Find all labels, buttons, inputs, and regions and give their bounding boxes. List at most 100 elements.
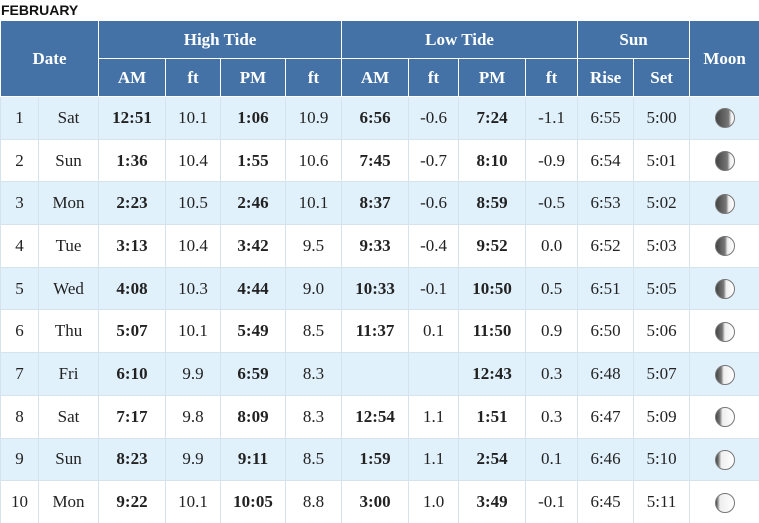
table-cell: 2:46	[220, 181, 287, 226]
table-cell: -0.6	[408, 181, 460, 226]
table-cell: 5:03	[633, 224, 691, 268]
table-cell: 10.1	[165, 480, 222, 523]
table-cell: 3	[0, 181, 39, 226]
table-cell: 8:59	[458, 181, 527, 226]
table-cell: Sat	[37, 394, 100, 439]
column-header: PM	[220, 58, 287, 97]
header-cell: Sun	[577, 20, 691, 59]
table-cell: 10:05	[220, 480, 287, 523]
table-cell: 1.0	[408, 480, 460, 523]
column-header: ft	[525, 58, 579, 97]
table-cell: 1:55	[220, 138, 287, 183]
table-cell: 5	[0, 266, 39, 311]
moon-cell	[689, 309, 759, 354]
table-cell: -0.5	[525, 181, 579, 226]
table-row: 2 Sun 1:36 10.4 1:55 10.6 7:45 -0.7 8:10 -0.9 6:54…	[0, 138, 759, 183]
column-header: ft	[285, 58, 343, 97]
moon-icon	[714, 492, 735, 513]
table-row: 9 Sun 8:23 9.9 9:11 8.5 1:59 1.1 2:54 0.1 6:46 5:10	[0, 437, 759, 482]
column-header: AM	[98, 58, 167, 97]
moon-cell	[689, 352, 759, 396]
table-cell: 8:09	[220, 394, 287, 439]
table-row: 5 Wed 4:08 10.3 4:44 9.0 10:33 -0.1 10:50 0.5 6:51…	[0, 266, 759, 311]
table-cell: 10.6	[285, 138, 343, 183]
table-cell: 8.5	[285, 437, 343, 482]
moon-icon	[714, 321, 735, 342]
column-header: PM	[458, 58, 527, 97]
table-cell: 7	[0, 352, 39, 396]
table-cell	[341, 352, 410, 396]
table-cell: -0.4	[408, 224, 460, 268]
tide-table: Date High Tide Low Tide Sun Moon AM ft PM f…	[0, 20, 759, 523]
table-cell: Mon	[37, 181, 100, 226]
table-cell: 9.9	[165, 437, 222, 482]
table-cell: 9:33	[341, 224, 410, 268]
table-cell: -0.6	[408, 96, 460, 140]
table-cell: 10	[0, 480, 39, 523]
table-cell: 5:07	[633, 352, 691, 396]
moon-cell	[689, 224, 759, 268]
table-cell: 3:00	[341, 480, 410, 523]
header-row: AM ft PM ft AM ft PM ft Rise Set	[1, 58, 759, 97]
moon-cell	[689, 266, 759, 311]
table-cell: 3:42	[220, 224, 287, 268]
header-row: Date High Tide Low Tide Sun Moon	[0, 20, 759, 97]
column-header: Set	[633, 58, 691, 97]
table-cell: 6:47	[577, 394, 635, 439]
moon-icon	[714, 407, 735, 428]
table-cell: -0.1	[525, 480, 579, 523]
table-cell: 4:44	[220, 266, 287, 311]
moon-icon	[714, 151, 735, 172]
table-cell: 10.4	[165, 138, 222, 183]
table-cell: 6	[0, 309, 39, 354]
header-cell: Low Tide	[341, 20, 579, 59]
table-cell: 4	[0, 224, 39, 268]
table-cell: 6:54	[577, 138, 635, 183]
table-cell: -0.7	[408, 138, 460, 183]
table-cell: 2:23	[98, 181, 167, 226]
table-cell: -0.1	[408, 266, 460, 311]
table-cell: 5:01	[633, 138, 691, 183]
table-cell: 5:05	[633, 266, 691, 311]
table-cell: 9.5	[285, 224, 343, 268]
table-cell: 0.1	[525, 437, 579, 482]
moon-cell	[689, 138, 759, 183]
table-cell: 9:52	[458, 224, 527, 268]
table-cell: 4:08	[98, 266, 167, 311]
table-cell: 9:22	[98, 480, 167, 523]
table-cell: Tue	[37, 224, 100, 268]
moon-cell	[689, 181, 759, 226]
table-cell: 0.1	[408, 309, 460, 354]
table-row: 8 Sat 7:17 9.8 8:09 8.3 12:54 1.1 1:51 0.3 6:47 5:0…	[0, 394, 759, 439]
column-header: Rise	[577, 58, 635, 97]
table-cell: 8.8	[285, 480, 343, 523]
table-cell: 10.5	[165, 181, 222, 226]
table-row: 1 Sat 12:51 10.1 1:06 10.9 6:56 -0.6 7:24 -1.1 6:5…	[0, 96, 759, 140]
moon-cell	[689, 437, 759, 482]
table-cell: 3:49	[458, 480, 527, 523]
table-cell: 10.1	[165, 309, 222, 354]
table-cell: 8:23	[98, 437, 167, 482]
table-body: 1 Sat 12:51 10.1 1:06 10.9 6:56 -0.6 7:24 -1.1 6:5…	[0, 96, 759, 523]
table-cell: 10.3	[165, 266, 222, 311]
table-cell: 2:54	[458, 437, 527, 482]
table-cell: 12:51	[98, 96, 167, 140]
table-cell: 8.3	[285, 394, 343, 439]
table-cell: 6:59	[220, 352, 287, 396]
table-cell: Sat	[37, 96, 100, 140]
moon-cell	[689, 480, 759, 523]
moon-icon	[714, 364, 735, 385]
table-cell: 0.5	[525, 266, 579, 311]
table-cell: 0.3	[525, 394, 579, 439]
table-cell: 0.3	[525, 352, 579, 396]
table-row: 3 Mon 2:23 10.5 2:46 10.1 8:37 -0.6 8:59 -0.5 6:53…	[0, 181, 759, 226]
column-header: AM	[341, 58, 410, 97]
table-cell: Wed	[37, 266, 100, 311]
header-cell: Moon	[689, 20, 759, 97]
table-cell: -1.1	[525, 96, 579, 140]
table-cell: 10.4	[165, 224, 222, 268]
table-cell: 1:06	[220, 96, 287, 140]
table-cell: 5:10	[633, 437, 691, 482]
table-cell: 6:48	[577, 352, 635, 396]
